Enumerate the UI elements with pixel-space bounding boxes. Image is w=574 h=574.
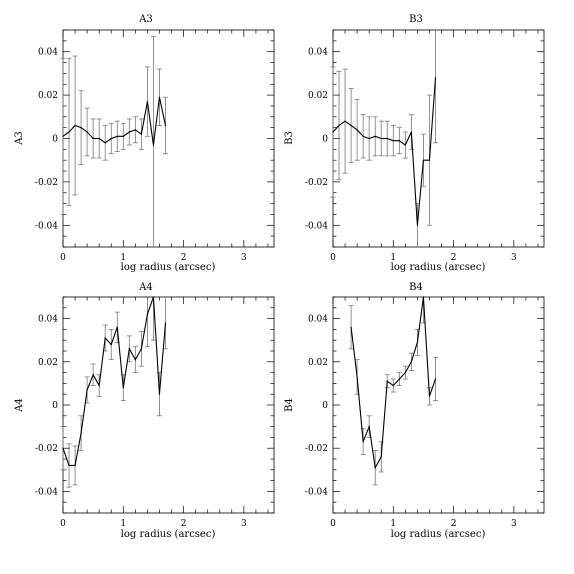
y-tick-label: -0.04: [305, 221, 328, 231]
x-tick-label: 3: [241, 519, 247, 529]
panel-b3: B3 B3 log radius (arcsec) 0 1 2 3 -0.04 -0.02…: [284, 14, 545, 273]
panel-a4: A4 A4 log radius (arcsec) 0 1 2 3 -0.04 -0.02…: [14, 282, 275, 540]
y-tick-label: 0.02: [38, 358, 58, 368]
y-axis-label: B3: [284, 131, 295, 145]
x-tick-label: 1: [390, 519, 396, 529]
panel-title: A3: [138, 14, 153, 25]
x-tick-label: 2: [181, 253, 187, 263]
x-tick-label: 0: [60, 253, 66, 263]
y-tick-label: 0.02: [38, 91, 58, 101]
y-tick-label: -0.02: [35, 178, 58, 188]
x-tick-label: 2: [181, 519, 187, 529]
y-tick-label: 0.04: [308, 315, 328, 325]
y-tick-label: 0: [322, 135, 328, 145]
x-tick-label: 0: [330, 253, 336, 263]
series-line: [332, 77, 437, 226]
x-axis-label: log radius (arcsec): [121, 262, 216, 273]
data-series: [60, 296, 168, 488]
ticks: 0 1 2 3 -0.04 -0.02 0 0.02 0.04: [305, 29, 544, 263]
y-tick-label: 0.04: [38, 48, 58, 58]
y-tick-label: 0.04: [308, 48, 328, 58]
panel-title: A4: [138, 282, 153, 293]
y-axis-label: B4: [284, 398, 295, 412]
x-axis-label: log radius (arcsec): [391, 529, 486, 540]
panel-title: B3: [409, 14, 423, 25]
x-tick-label: 1: [390, 253, 396, 263]
x-tick-label: 0: [330, 519, 336, 529]
plot-frame: [332, 29, 545, 248]
series-line: [62, 97, 167, 146]
y-tick-label: 0.02: [308, 91, 328, 101]
y-tick-label: -0.02: [305, 178, 328, 188]
y-tick-label: 0: [52, 401, 58, 411]
panel-a3: A3 A3 log radius (arcsec) 0 1 2 3 -0.04 -0.02…: [14, 14, 275, 273]
y-tick-label: -0.04: [35, 221, 58, 231]
panel-b4: B4 B4 log radius (arcsec) 0 1 2 3 -0.04 -0.02…: [284, 282, 545, 540]
x-tick-label: 1: [120, 519, 126, 529]
y-tick-label: -0.02: [305, 444, 328, 454]
y-tick-label: 0.02: [308, 358, 328, 368]
y-tick-label: 0: [322, 401, 328, 411]
y-tick-label: 0.04: [38, 315, 58, 325]
x-tick-label: 3: [511, 519, 517, 529]
x-tick-label: 3: [241, 253, 247, 263]
x-tick-label: 2: [451, 519, 457, 529]
y-tick-label: -0.02: [35, 444, 58, 454]
y-axis-label: A3: [14, 131, 25, 146]
ticks: 0 1 2 3 -0.04 -0.02 0 0.02 0.04: [305, 296, 544, 529]
x-axis-label: log radius (arcsec): [121, 529, 216, 540]
x-tick-label: 0: [60, 519, 66, 529]
series-line: [62, 296, 167, 467]
data-series: [330, 30, 438, 247]
data-series: [60, 36, 168, 247]
ticks: 0 1 2 3 -0.04 -0.02 0 0.02 0.04: [35, 29, 274, 263]
ticks: 0 1 2 3 -0.04 -0.02 0 0.02 0.04: [35, 296, 274, 529]
x-tick-label: 3: [511, 253, 517, 263]
y-tick-label: -0.04: [305, 487, 328, 497]
plot-frame: [332, 296, 545, 514]
x-tick-label: 2: [451, 253, 457, 263]
y-tick-label: -0.04: [35, 487, 58, 497]
panel-title: B4: [409, 282, 423, 293]
y-tick-label: 0: [52, 135, 58, 145]
x-axis-label: log radius (arcsec): [391, 262, 486, 273]
x-tick-label: 1: [120, 253, 126, 263]
series-line: [350, 296, 437, 470]
y-axis-label: A4: [14, 398, 25, 413]
data-series: [348, 296, 438, 486]
plot-frame: [62, 296, 275, 514]
